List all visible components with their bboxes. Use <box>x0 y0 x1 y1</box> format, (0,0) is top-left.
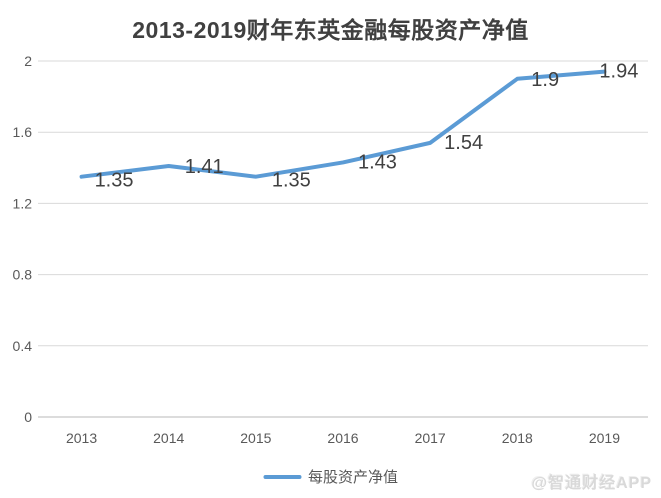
data-label: 1.35 <box>272 170 311 192</box>
y-tick-label: 0.4 <box>13 338 33 354</box>
y-tick-label: 0 <box>24 409 32 425</box>
x-tick-label: 2014 <box>153 430 184 446</box>
x-tick-label: 2016 <box>327 430 358 446</box>
y-tick-label: 1.6 <box>13 124 33 140</box>
chart-title: 2013-2019财年东英金融每股资产净值 <box>132 17 529 43</box>
data-label: 1.35 <box>95 170 134 192</box>
x-tick-label: 2019 <box>589 430 620 446</box>
data-label: 1.43 <box>358 151 397 173</box>
data-label: 1.41 <box>185 156 224 178</box>
legend-line-swatch-icon <box>262 474 301 479</box>
watermark: @智通财经APP <box>531 475 652 492</box>
data-label: 1.94 <box>599 61 638 83</box>
x-tick-label: 2018 <box>502 430 533 446</box>
series-line <box>79 69 607 179</box>
data-label: 1.54 <box>444 132 483 154</box>
y-tick-label: 0.8 <box>13 267 33 283</box>
legend: 每股资产净值 <box>262 466 399 487</box>
legend-label: 每股资产净值 <box>307 469 399 486</box>
x-tick-label: 2017 <box>415 430 446 446</box>
x-tick-label: 2015 <box>240 430 271 446</box>
y-tick-label: 2 <box>24 53 32 69</box>
x-tick-label: 2013 <box>66 430 97 446</box>
y-tick-label: 1.2 <box>13 195 33 211</box>
data-label: 1.9 <box>531 69 559 91</box>
